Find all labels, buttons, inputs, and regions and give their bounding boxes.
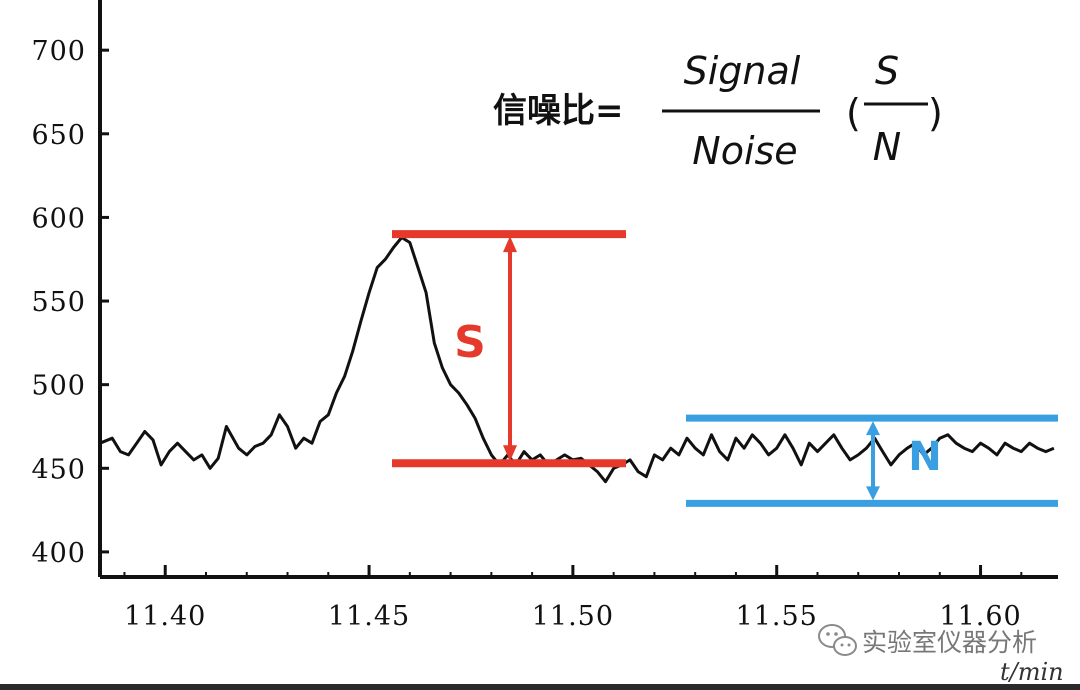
ratio-numerator: S (875, 49, 899, 93)
plot-area: 400 450 500 550 600 650 700 11.40 11.45 11.50 11.5… (31, 0, 1058, 632)
noise-arrow-head-down (866, 486, 880, 501)
ratio-denominator: N (873, 125, 901, 169)
noise-marker-label: N (908, 434, 941, 480)
y-tick-label: 700 (31, 36, 86, 67)
bottom-border (0, 684, 1080, 690)
formula-numerator: Signal (684, 49, 801, 93)
x-tick-label: 11.50 (532, 601, 614, 632)
chromatogram-line (99, 236, 1055, 484)
watermark-text: 实验室仪器分析 (862, 628, 1037, 657)
x-tick-label: 11.40 (124, 601, 206, 632)
formula: 信噪比= Signal Noise ( S N ) (493, 49, 943, 173)
signal-arrow-head-down (503, 445, 517, 462)
watermark: 实验室仪器分析 (818, 624, 1037, 657)
y-tick-label: 600 (31, 203, 86, 234)
wechat-icon (818, 624, 857, 656)
ratio-open-paren: ( (846, 91, 861, 135)
x-axis-unit-label: t/min (1000, 658, 1064, 686)
y-tick-label: 450 (31, 454, 86, 485)
y-tick-label: 500 (31, 371, 86, 402)
y-tick-label: 550 (31, 287, 86, 318)
signal-marker-label: S (454, 317, 486, 368)
signal-arrow-head-up (503, 236, 517, 253)
formula-denominator: Noise (692, 129, 797, 173)
x-tick-label: 11.55 (736, 601, 818, 632)
formula-prefix: 信噪比= (493, 91, 624, 131)
x-tick-label: 11.60 (939, 601, 1021, 632)
y-tick-label: 400 (31, 538, 86, 569)
noise-arrow-head-up (866, 421, 880, 436)
x-tick-label: 11.45 (328, 601, 410, 632)
ratio-close-paren: ) (928, 91, 943, 135)
y-tick-label: 650 (31, 120, 86, 151)
